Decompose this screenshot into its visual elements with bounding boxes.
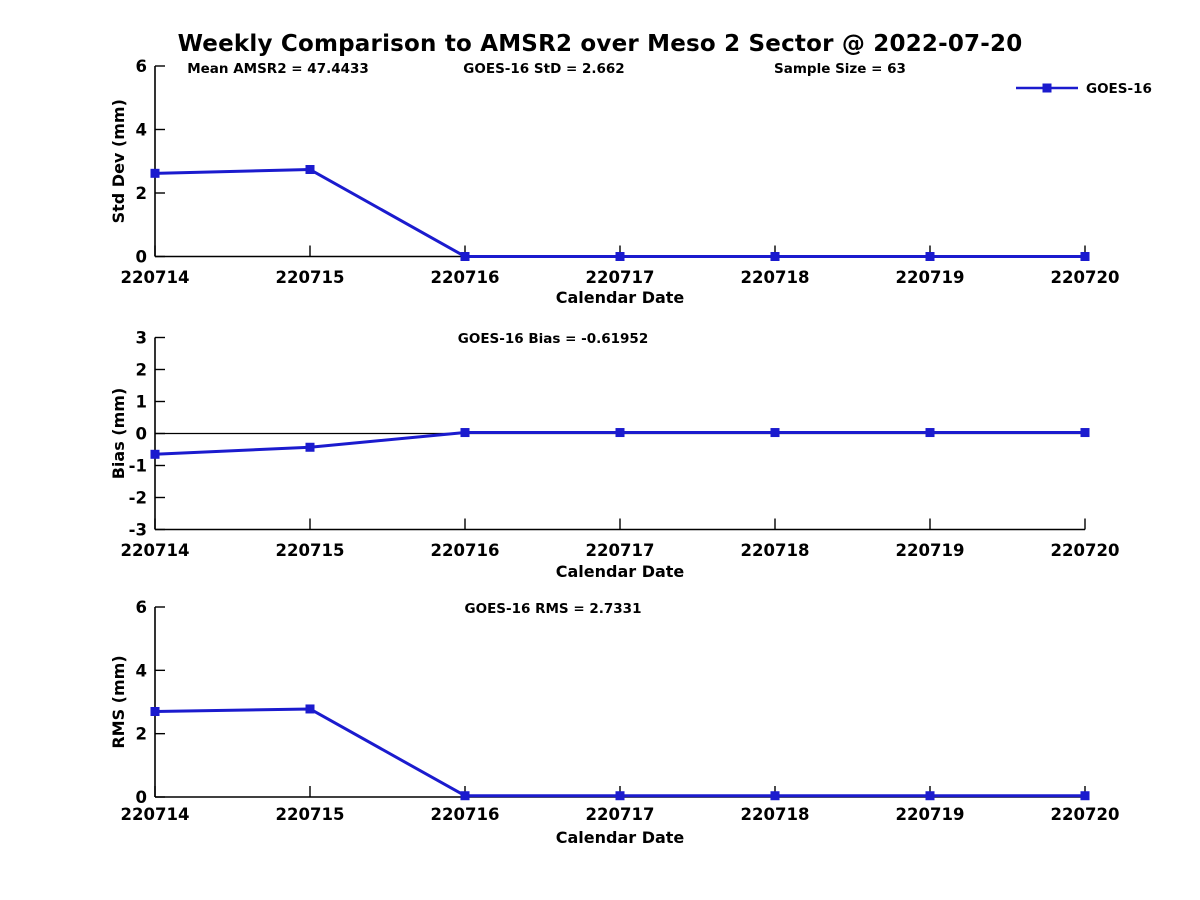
- y-tick-label: -1: [129, 457, 147, 476]
- x-tick-label: 220716: [431, 268, 500, 287]
- x-tick-label: 220716: [431, 805, 500, 824]
- data-point-marker: [925, 428, 935, 438]
- panel-annotation: Sample Size = 63: [774, 61, 906, 77]
- x-tick-label: 220717: [586, 805, 655, 824]
- x-tick-label: 220718: [741, 268, 810, 287]
- x-tick-label: 220714: [121, 268, 190, 287]
- y-tick-label: -3: [129, 521, 147, 540]
- data-point-marker: [615, 428, 625, 438]
- data-point-marker: [770, 252, 780, 261]
- y-tick-label: 6: [136, 57, 147, 76]
- panel-annotation: GOES-16 RMS = 2.7331: [465, 601, 642, 617]
- x-tick-label: 220715: [276, 541, 345, 560]
- x-tick-label: 220718: [741, 805, 810, 824]
- x-tick-label: 220720: [1051, 268, 1120, 287]
- x-tick-label: 220714: [121, 541, 190, 560]
- y-axis-label: Std Dev (mm): [109, 99, 128, 223]
- data-point-marker: [770, 791, 780, 801]
- data-point-marker: [460, 428, 470, 438]
- y-tick-label: 1: [136, 393, 147, 412]
- x-tick-label: 220715: [276, 268, 345, 287]
- y-tick-label: 4: [136, 121, 147, 140]
- y-axis-label: Bias (mm): [109, 388, 128, 480]
- data-point-marker: [305, 442, 315, 452]
- data-point-marker: [615, 791, 625, 801]
- y-tick-label: 6: [136, 598, 147, 617]
- data-point-marker: [1080, 252, 1090, 261]
- data-point-marker: [150, 707, 160, 716]
- x-tick-label: 220718: [741, 541, 810, 560]
- y-tick-label: 2: [136, 361, 147, 380]
- data-point-marker: [925, 252, 935, 261]
- y-tick-label: -2: [129, 489, 147, 508]
- x-tick-label: 220714: [121, 805, 190, 824]
- data-point-marker: [305, 165, 315, 175]
- x-tick-label: 220719: [896, 268, 965, 287]
- data-point-marker: [305, 704, 315, 714]
- legend-marker: [1042, 83, 1052, 93]
- y-tick-label: 0: [136, 788, 147, 807]
- y-tick-label: 2: [136, 725, 147, 744]
- x-tick-label: 220720: [1051, 541, 1120, 560]
- data-point-marker: [460, 791, 470, 801]
- data-point-marker: [770, 428, 780, 438]
- legend-label: GOES-16: [1086, 81, 1152, 97]
- x-tick-label: 220715: [276, 805, 345, 824]
- panel-annotation: GOES-16 StD = 2.662: [463, 61, 624, 77]
- data-point-marker: [460, 252, 470, 261]
- x-tick-label: 220717: [586, 268, 655, 287]
- x-axis-label: Calendar Date: [556, 562, 685, 581]
- y-axis-label: RMS (mm): [109, 655, 128, 748]
- x-tick-label: 220716: [431, 541, 500, 560]
- y-tick-label: 0: [136, 425, 147, 444]
- x-tick-label: 220719: [896, 541, 965, 560]
- x-tick-label: 220719: [896, 805, 965, 824]
- figure-title: Weekly Comparison to AMSR2 over Meso 2 S…: [177, 31, 1023, 57]
- series-line: [154, 707, 1085, 798]
- x-axis-label: Calendar Date: [556, 828, 685, 847]
- panel-annotation: Mean AMSR2 = 47.4433: [187, 61, 369, 77]
- x-axis-label: Calendar Date: [556, 288, 685, 307]
- x-tick-label: 220717: [586, 541, 655, 560]
- data-point-marker: [1080, 428, 1090, 438]
- panel-annotation: GOES-16 Bias = -0.61952: [458, 331, 648, 347]
- data-point-marker: [1080, 791, 1090, 801]
- data-point-marker: [150, 449, 160, 459]
- data-point-marker: [150, 168, 160, 178]
- y-tick-label: 2: [136, 184, 147, 203]
- data-point-marker: [615, 252, 625, 261]
- data-point-marker: [925, 791, 935, 801]
- y-tick-label: 3: [136, 329, 147, 348]
- y-tick-label: 0: [136, 248, 147, 267]
- series-line: [154, 168, 1085, 258]
- x-tick-label: 220720: [1051, 805, 1120, 824]
- y-tick-label: 4: [136, 661, 147, 680]
